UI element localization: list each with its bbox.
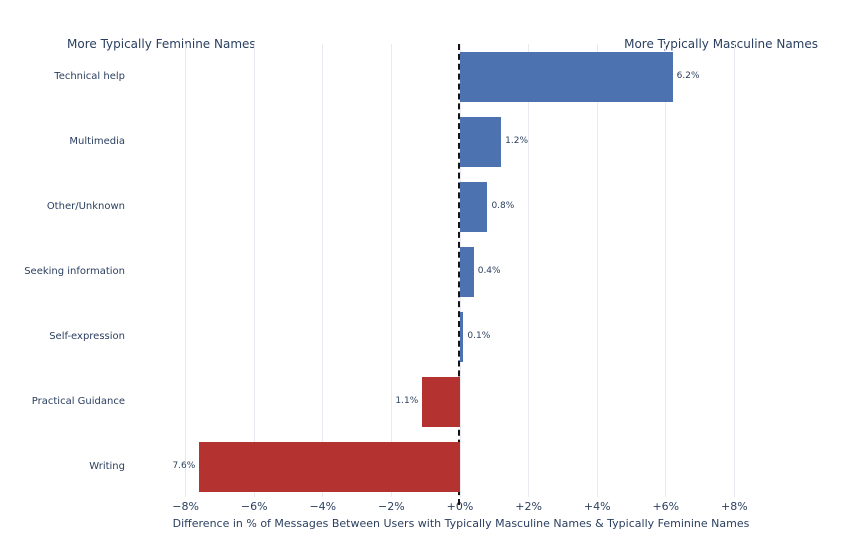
x-tick-label: +2% <box>515 500 542 513</box>
x-tick-label: −2% <box>378 500 405 513</box>
bar <box>460 311 464 362</box>
x-tick-label: −8% <box>172 500 199 513</box>
category-label: Other/Unknown <box>46 200 125 212</box>
value-label: 1.2% <box>505 136 529 146</box>
gridline <box>390 44 392 497</box>
bar <box>422 376 460 427</box>
category-label: Practical Guidance <box>31 395 125 407</box>
value-label: 0.4% <box>477 266 501 276</box>
category-label: Self-expression <box>49 330 125 342</box>
category-label: Writing <box>89 460 125 472</box>
bar <box>199 441 460 492</box>
masculine-side-label: More Typically Masculine Names <box>624 37 818 51</box>
gridline <box>665 44 667 497</box>
bar <box>460 51 673 102</box>
category-label: Seeking information <box>24 265 125 277</box>
value-label: 1.1% <box>395 396 419 406</box>
gridline <box>733 44 735 497</box>
gridline <box>253 44 255 497</box>
value-label: 6.2% <box>676 71 700 81</box>
gridline <box>322 44 324 497</box>
value-label: 0.8% <box>491 201 515 211</box>
x-axis-title: Difference in % of Messages Between User… <box>172 517 750 530</box>
category-label: Multimedia <box>69 135 125 147</box>
x-tick-label: −4% <box>309 500 337 513</box>
x-tick-label: −6% <box>240 500 268 513</box>
zero-line <box>458 44 460 505</box>
feminine-side-label: More Typically Feminine Names <box>67 37 256 51</box>
gridline <box>185 44 187 497</box>
x-tick-label: +8% <box>721 500 748 513</box>
bar <box>460 181 488 232</box>
gridline <box>528 44 530 497</box>
value-label: 0.1% <box>467 331 491 341</box>
value-label: 7.6% <box>172 461 196 471</box>
x-tick-label: +4% <box>583 500 611 513</box>
bar <box>460 246 474 297</box>
gridline <box>596 44 598 497</box>
x-tick-label: +6% <box>652 500 680 513</box>
x-tick-label: +0% <box>446 500 474 513</box>
category-label: Technical help <box>54 70 125 82</box>
bar <box>460 116 502 167</box>
